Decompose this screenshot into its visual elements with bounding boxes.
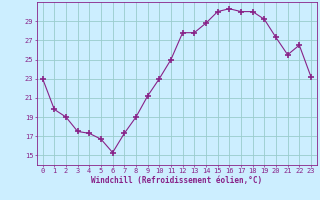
X-axis label: Windchill (Refroidissement éolien,°C): Windchill (Refroidissement éolien,°C) bbox=[91, 176, 262, 185]
